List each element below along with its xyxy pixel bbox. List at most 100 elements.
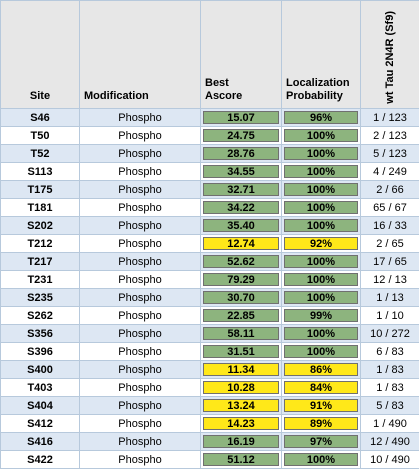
header-localization-probability: Localization Probability [281, 0, 361, 109]
best-ascore-value: 58.11 [227, 327, 255, 340]
best-ascore-highlight: 30.70 [203, 291, 279, 304]
localization-probability-cell: 100% [281, 180, 361, 199]
wt-tau-ratio-cell: 10 / 490 [360, 450, 419, 469]
best-ascore-highlight: 12.74 [203, 237, 279, 250]
table-row: S46 Phospho 15.07 96% 1 / 123 [0, 108, 419, 127]
header-best-ascore: Best Ascore [200, 0, 282, 109]
best-ascore-highlight: 34.55 [203, 165, 279, 178]
localization-probability-value: 100% [306, 291, 336, 304]
localization-probability-highlight: 100% [284, 273, 358, 286]
wt-tau-ratio-cell: 4 / 249 [360, 162, 419, 181]
best-ascore-highlight: 11.34 [203, 363, 279, 376]
best-ascore-cell: 34.55 [200, 162, 282, 181]
localization-probability-value: 100% [306, 183, 336, 196]
best-ascore-cell: 58.11 [200, 324, 282, 343]
wt-tau-ratio-cell: 10 / 272 [360, 324, 419, 343]
best-ascore-highlight: 22.85 [203, 309, 279, 322]
best-ascore-value: 24.75 [227, 129, 255, 142]
table-row: T50 Phospho 24.75 100% 2 / 123 [0, 126, 419, 145]
wt-tau-ratio-cell: 2 / 65 [360, 234, 419, 253]
site-cell: T403 [0, 378, 80, 397]
table-row: S356 Phospho 58.11 100% 10 / 272 [0, 324, 419, 343]
site-cell: S412 [0, 414, 80, 433]
localization-probability-highlight: 96% [284, 111, 358, 124]
wt-tau-ratio-cell: 2 / 123 [360, 126, 419, 145]
best-ascore-value: 14.23 [227, 417, 255, 430]
site-cell: S113 [0, 162, 80, 181]
best-ascore-cell: 16.19 [200, 432, 282, 451]
site-cell: T175 [0, 180, 80, 199]
localization-probability-value: 89% [309, 417, 333, 430]
modification-cell: Phospho [79, 324, 201, 343]
site-cell: T181 [0, 198, 80, 217]
best-ascore-cell: 11.34 [200, 360, 282, 379]
header-loc-line1: Localization [286, 77, 350, 89]
localization-probability-cell: 96% [281, 108, 361, 127]
site-cell: S202 [0, 216, 80, 235]
localization-probability-highlight: 100% [284, 129, 358, 142]
best-ascore-value: 13.24 [227, 399, 255, 412]
best-ascore-cell: 30.70 [200, 288, 282, 307]
best-ascore-value: 79.29 [227, 273, 255, 286]
localization-probability-highlight: 100% [284, 345, 358, 358]
best-ascore-value: 15.07 [227, 111, 255, 124]
best-ascore-highlight: 15.07 [203, 111, 279, 124]
modification-cell: Phospho [79, 342, 201, 361]
site-cell: T217 [0, 252, 80, 271]
localization-probability-highlight: 91% [284, 399, 358, 412]
localization-probability-cell: 89% [281, 414, 361, 433]
wt-tau-ratio-cell: 5 / 83 [360, 396, 419, 415]
localization-probability-highlight: 97% [284, 435, 358, 448]
table-row: T217 Phospho 52.62 100% 17 / 65 [0, 252, 419, 271]
table-row: S416 Phospho 16.19 97% 12 / 490 [0, 432, 419, 451]
best-ascore-highlight: 31.51 [203, 345, 279, 358]
localization-probability-value: 92% [309, 237, 333, 250]
site-cell: T212 [0, 234, 80, 253]
localization-probability-highlight: 89% [284, 417, 358, 430]
site-cell: T50 [0, 126, 80, 145]
localization-probability-value: 100% [306, 327, 336, 340]
modification-cell: Phospho [79, 270, 201, 289]
table-row: T181 Phospho 34.22 100% 65 / 67 [0, 198, 419, 217]
localization-probability-value: 100% [306, 147, 336, 160]
wt-tau-ratio-cell: 12 / 490 [360, 432, 419, 451]
table-row: S235 Phospho 30.70 100% 1 / 13 [0, 288, 419, 307]
localization-probability-highlight: 100% [284, 255, 358, 268]
localization-probability-cell: 92% [281, 234, 361, 253]
header-wt-tau: wt Tau 2N4R (Sf9) [360, 0, 419, 109]
modification-cell: Phospho [79, 288, 201, 307]
best-ascore-cell: 52.62 [200, 252, 282, 271]
best-ascore-cell: 10.28 [200, 378, 282, 397]
header-modification: Modification [79, 0, 201, 109]
best-ascore-value: 22.85 [227, 309, 255, 322]
localization-probability-cell: 100% [281, 126, 361, 145]
best-ascore-highlight: 52.62 [203, 255, 279, 268]
localization-probability-cell: 84% [281, 378, 361, 397]
best-ascore-cell: 35.40 [200, 216, 282, 235]
localization-probability-cell: 100% [281, 162, 361, 181]
site-cell: T52 [0, 144, 80, 163]
table-row: S404 Phospho 13.24 91% 5 / 83 [0, 396, 419, 415]
header-best-ascore-line2: Ascore [205, 90, 243, 102]
localization-probability-highlight: 100% [284, 147, 358, 160]
header-best-ascore-line1: Best [205, 77, 229, 89]
best-ascore-cell: 79.29 [200, 270, 282, 289]
localization-probability-value: 100% [306, 129, 336, 142]
best-ascore-value: 28.76 [227, 147, 255, 160]
modification-cell: Phospho [79, 126, 201, 145]
wt-tau-ratio-cell: 1 / 83 [360, 360, 419, 379]
table-row: T403 Phospho 10.28 84% 1 / 83 [0, 378, 419, 397]
modification-cell: Phospho [79, 144, 201, 163]
best-ascore-value: 35.40 [227, 219, 255, 232]
site-cell: S356 [0, 324, 80, 343]
best-ascore-cell: 31.51 [200, 342, 282, 361]
header-wt-tau-text: wt Tau 2N4R (Sf9) [383, 11, 396, 104]
localization-probability-cell: 100% [281, 324, 361, 343]
best-ascore-highlight: 10.28 [203, 381, 279, 394]
best-ascore-highlight: 51.12 [203, 453, 279, 466]
table-row: S422 Phospho 51.12 100% 10 / 490 [0, 450, 419, 469]
table-row: T52 Phospho 28.76 100% 5 / 123 [0, 144, 419, 163]
wt-tau-ratio-cell: 5 / 123 [360, 144, 419, 163]
localization-probability-cell: 100% [281, 342, 361, 361]
table-row: T231 Phospho 79.29 100% 12 / 13 [0, 270, 419, 289]
